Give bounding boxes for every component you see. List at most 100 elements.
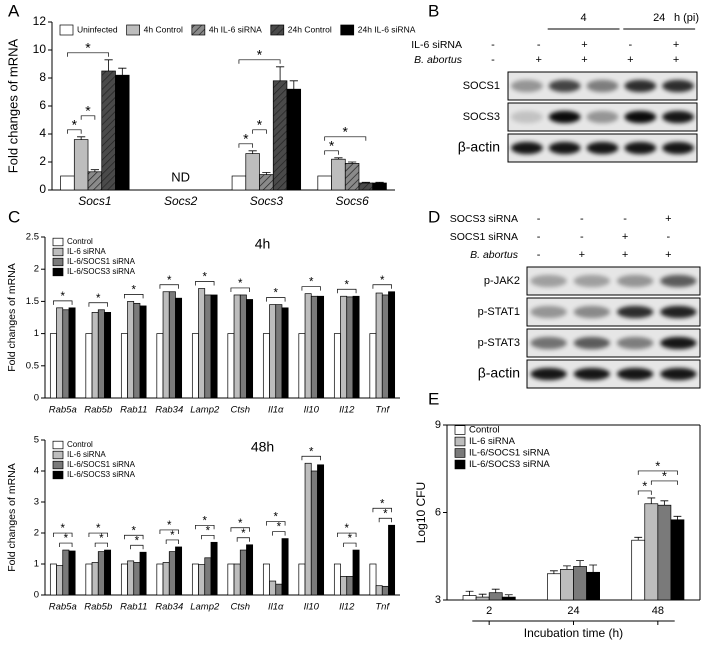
bar — [120, 333, 128, 399]
blot-band — [573, 367, 611, 381]
bar — [333, 563, 341, 596]
bar — [127, 560, 135, 596]
significance-bracket — [80, 115, 96, 120]
bar — [657, 504, 672, 601]
x-tick-label: 24 — [567, 605, 579, 617]
y-axis-label: Fold changes of mRNA — [5, 38, 20, 173]
bar — [352, 549, 360, 596]
significance-label: * — [257, 117, 263, 133]
legend-label: IL-6/SOCS1 siRNA — [67, 460, 136, 469]
bar — [133, 562, 141, 596]
condition-sign: + — [665, 249, 671, 261]
legend-label: Uninfected — [77, 24, 118, 34]
error-bar — [576, 560, 584, 567]
bar — [233, 563, 241, 596]
condition-label: IL-6 siRNA — [411, 39, 462, 51]
bar — [175, 297, 183, 399]
blot-band — [586, 79, 619, 93]
condition-sign: + — [622, 249, 628, 261]
condition-sign: + — [581, 39, 587, 51]
bar — [62, 309, 70, 399]
condition-label: SOCS1 siRNA — [450, 231, 518, 243]
bar — [73, 139, 89, 191]
error-bar — [275, 66, 285, 81]
significance-label: * — [206, 525, 211, 537]
x-tick-label: Lamp2 — [190, 602, 220, 613]
bar — [60, 175, 75, 191]
legend-label: IL-6/SOCS3 siRNA — [469, 459, 550, 470]
bar — [210, 294, 218, 399]
blot-band — [660, 305, 697, 319]
significance-bracket — [195, 281, 215, 286]
blot-band — [530, 367, 567, 381]
bar — [168, 291, 176, 399]
significance-label: * — [170, 530, 175, 542]
significance-label: * — [96, 293, 101, 305]
bar — [317, 175, 332, 191]
significance-bracket — [372, 507, 392, 513]
bar — [233, 294, 241, 399]
bar — [104, 311, 112, 399]
condition-sign: - — [667, 231, 671, 243]
bar — [227, 563, 235, 596]
error-bar — [549, 570, 558, 574]
significance-label: * — [243, 131, 249, 147]
bar — [85, 333, 93, 399]
significance-bracket — [272, 531, 286, 536]
legend-swatch — [52, 257, 64, 267]
error-bar — [375, 181, 384, 183]
error-bar — [563, 565, 571, 570]
significance-bracket — [201, 534, 215, 540]
significance-label: * — [329, 138, 335, 154]
bar — [245, 153, 260, 191]
bar — [369, 333, 377, 399]
bar — [310, 295, 318, 399]
condition-sign: - — [580, 231, 584, 243]
x-tick-label: Rab5a — [49, 602, 77, 613]
bar — [275, 304, 283, 399]
bar — [156, 563, 164, 596]
bar — [104, 549, 112, 596]
significance-bracket — [637, 490, 652, 495]
significance-label: * — [348, 533, 353, 545]
condition-sign: - — [628, 39, 632, 51]
significance-label: * — [642, 478, 647, 493]
bar — [239, 549, 247, 596]
condition-sign: - — [537, 213, 541, 225]
bar — [204, 294, 212, 399]
x-tick-label: Socs3 — [250, 194, 284, 208]
bar — [139, 305, 147, 399]
bar — [670, 519, 685, 601]
bar — [340, 295, 348, 399]
significance-bracket — [266, 297, 286, 302]
bar — [644, 503, 659, 601]
significance-label: * — [343, 124, 349, 140]
chart-title: 4h — [255, 236, 271, 252]
bar — [198, 288, 206, 399]
significance-label: * — [132, 284, 137, 296]
bar — [198, 564, 206, 596]
blot-band — [662, 141, 694, 155]
blot-band — [586, 110, 619, 124]
panel-label: B — [428, 1, 439, 20]
bar — [358, 182, 374, 191]
significance-bracket — [53, 532, 73, 538]
error-bar — [348, 161, 357, 164]
bar — [191, 563, 199, 596]
legend-swatch — [52, 267, 64, 277]
bar — [246, 544, 254, 596]
significance-bracket — [94, 542, 108, 548]
blot-band — [624, 110, 657, 124]
error-bar — [361, 181, 370, 183]
y-axis-label: Log10 CFU — [414, 482, 428, 543]
legend-label: 4h IL-6 siRNA — [209, 24, 262, 34]
y-tick-label: 12 — [33, 14, 47, 28]
legend-swatch — [59, 24, 74, 36]
significance-label: * — [345, 279, 350, 291]
legend-swatch — [454, 425, 466, 435]
x-tick-label: Il1α — [268, 602, 284, 613]
blot-band — [662, 79, 694, 93]
condition-sign: - — [580, 213, 584, 225]
error-bar — [334, 157, 343, 160]
bar — [97, 309, 105, 399]
